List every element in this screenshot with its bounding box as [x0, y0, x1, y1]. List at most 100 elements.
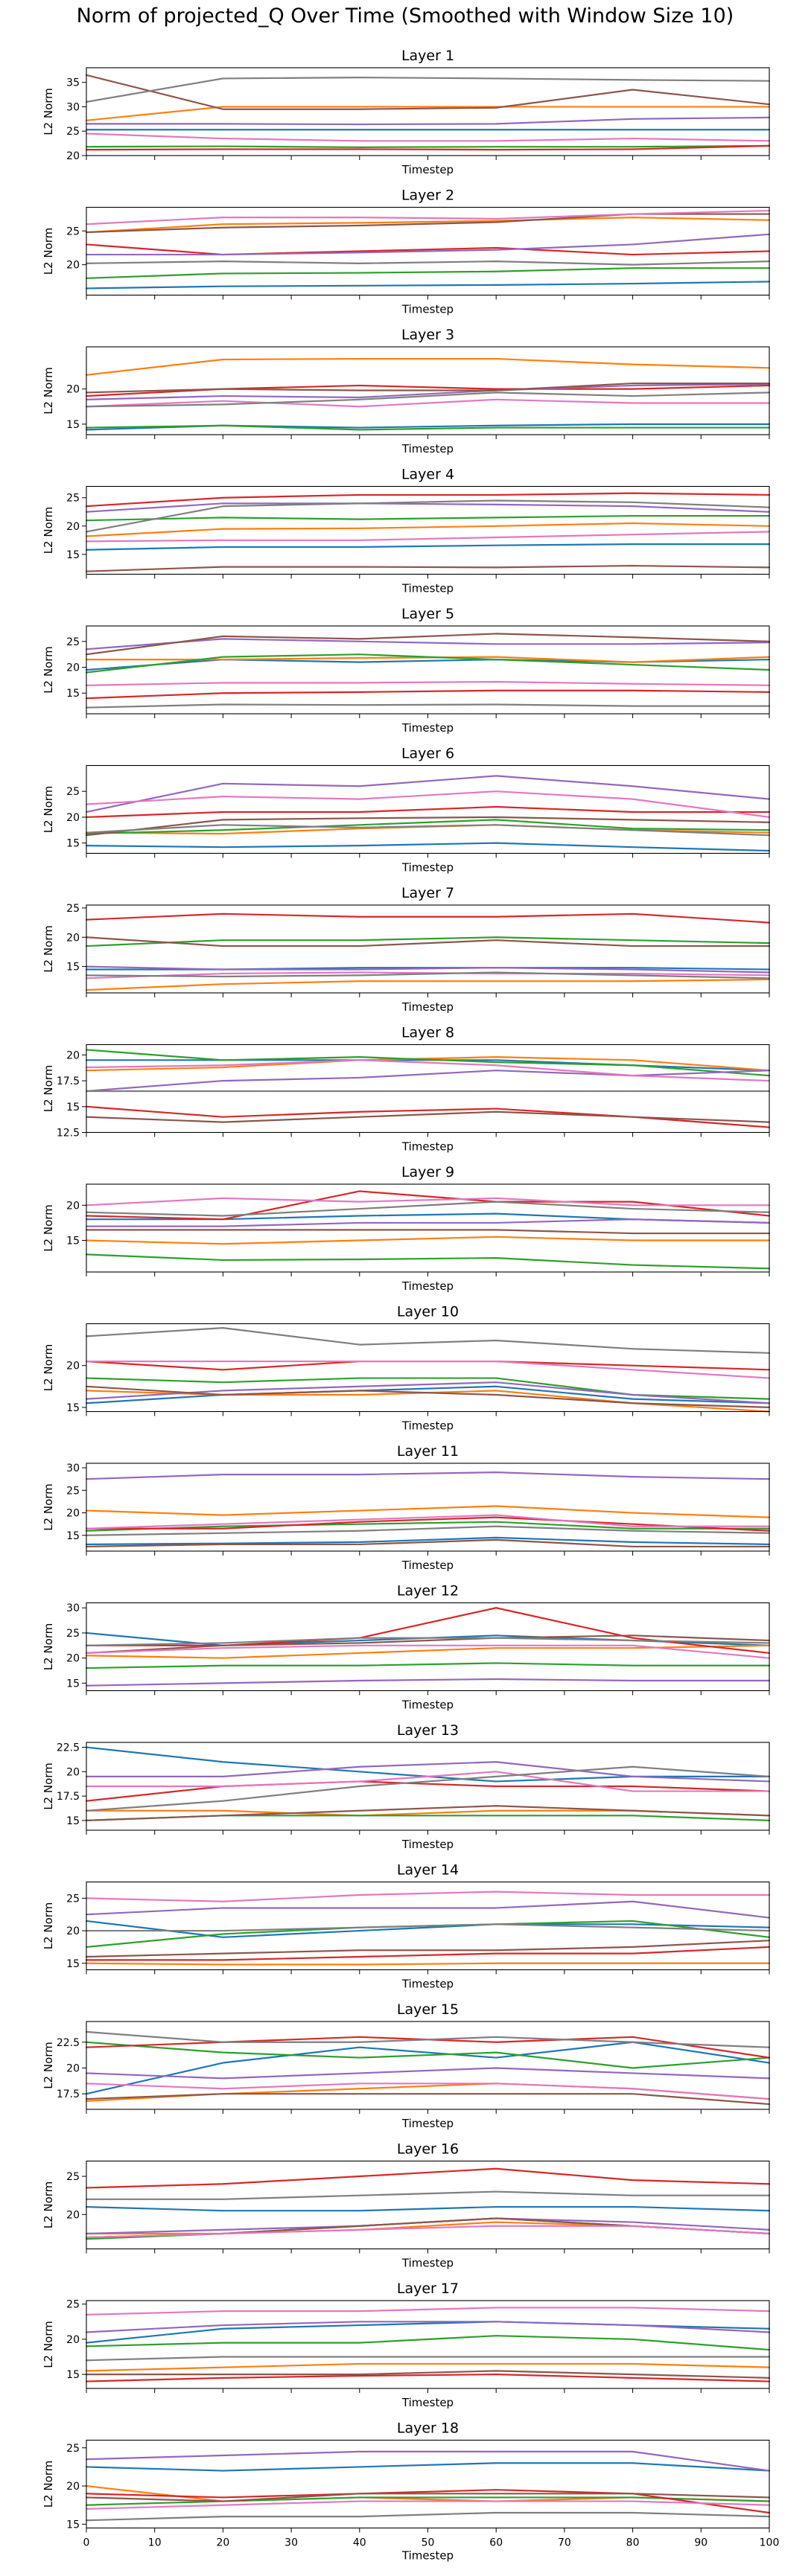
y-axis-label: L2 Norm	[42, 2321, 55, 2368]
y-tick-label: 20	[66, 812, 80, 824]
x-axis-label: Timestep	[401, 721, 454, 735]
y-tick-label: 20	[66, 2062, 80, 2074]
series-line-2	[85, 1056, 771, 1072]
x-tick-label: 90	[694, 2537, 707, 2549]
x-axis-label: Timestep	[401, 1279, 454, 1293]
y-axis-label: L2 Norm	[42, 786, 55, 834]
y-tick-label: 25	[66, 1485, 80, 1497]
series-line-7	[85, 209, 771, 226]
x-axis-label: Timestep	[401, 1419, 454, 1433]
series-line-5	[85, 1678, 771, 1687]
y-tick-label: 15	[66, 1958, 80, 1970]
series-line-8	[85, 2356, 771, 2362]
x-axis-label: Timestep	[401, 2396, 454, 2409]
x-tick-label: 100	[760, 2537, 780, 2549]
plot-frame	[86, 904, 770, 994]
series-line-5	[85, 1381, 771, 1404]
x-axis-label: Timestep	[401, 1698, 454, 1712]
y-tick-label: 15	[66, 2369, 80, 2381]
series-line-8	[85, 77, 771, 103]
panel-title: Layer 11	[397, 1443, 459, 1460]
series-line-5	[85, 638, 771, 651]
y-tick-label: 20	[66, 1925, 80, 1937]
y-tick-label: 25	[66, 226, 80, 237]
series-line-5	[85, 233, 771, 256]
y-tick-label: 20	[66, 384, 80, 396]
y-tick-label: 30	[66, 101, 80, 113]
series-line-6	[85, 2093, 771, 2106]
series-line-3	[85, 2496, 771, 2506]
series-line-4	[85, 1190, 771, 1221]
series-line-2	[85, 1505, 771, 1518]
series-line-7	[85, 971, 771, 979]
y-tick-label: 20	[66, 1200, 80, 1212]
x-tick-label: 30	[284, 2537, 298, 2549]
series-line-8	[85, 1765, 771, 1812]
panel-layer-7: Layer 7 15 20 25 Timestep L2 Norm	[42, 885, 771, 1014]
y-tick-label: 22.5	[57, 1742, 80, 1754]
series-line-6	[85, 74, 771, 110]
y-tick-label: 15	[66, 962, 80, 974]
series-line-2	[85, 106, 771, 121]
y-axis-label: L2 Norm	[42, 646, 55, 694]
x-axis-label: Timestep	[401, 1978, 454, 1991]
y-axis-label: L2 Norm	[42, 1902, 55, 1950]
series-line-4	[85, 144, 771, 151]
panel-title: Layer 5	[401, 606, 454, 622]
series-line-8	[85, 2190, 771, 2200]
panel-layer-11: Layer 11 15 20 25 30 Timestep L2 Norm	[42, 1443, 771, 1572]
x-axis-label: Timestep	[401, 1000, 454, 1014]
series-line-6	[85, 1229, 771, 1235]
series-line-5	[85, 383, 771, 400]
series-line-2	[85, 2362, 771, 2372]
y-axis-label: L2 Norm	[42, 925, 55, 973]
series-line-8	[85, 703, 771, 709]
panel-layer-8: Layer 8 12.5 15 17.5 20 Timestep L2 Norm	[42, 1025, 771, 1154]
series-line-7	[85, 1644, 771, 1659]
y-tick-label: 17.5	[57, 2088, 80, 2100]
series-line-7	[85, 1891, 771, 1902]
y-tick-label: 25	[66, 126, 80, 138]
panel-layer-5: Layer 5 15 20 25 Timestep L2 Norm	[42, 606, 771, 735]
series-line-7	[85, 790, 771, 819]
series-line-7	[85, 398, 771, 408]
panel-title: Layer 1	[401, 48, 454, 64]
y-tick-label: 20	[66, 1766, 80, 1778]
series-line-1	[85, 1920, 771, 1938]
series-line-2	[85, 2083, 771, 2102]
series-line-3	[85, 653, 771, 674]
y-tick-label: 20	[66, 1508, 80, 1520]
panel-title: Layer 10	[397, 1304, 459, 1320]
series-line-6	[85, 2370, 771, 2379]
y-tick-label: 35	[66, 77, 80, 89]
y-tick-label: 15	[66, 688, 80, 700]
series-line-3	[85, 819, 771, 835]
y-tick-label: 15	[66, 1815, 80, 1827]
series-line-2	[85, 522, 771, 537]
series-line-3	[85, 267, 771, 279]
series-line-4	[85, 1516, 771, 1532]
series-line-1	[85, 2205, 771, 2212]
y-tick-label: 20	[66, 2209, 80, 2221]
series-line-7	[85, 2307, 771, 2315]
series-line-7	[85, 680, 771, 686]
series-line-4	[85, 1105, 771, 1128]
series-line-4	[85, 1360, 771, 1371]
series-line-8	[85, 1525, 771, 1536]
x-tick-label: 60	[489, 2537, 503, 2549]
series-line-1	[85, 1385, 771, 1404]
series-line-3	[85, 144, 771, 148]
y-tick-label: 20	[66, 2334, 80, 2346]
panel-title: Layer 14	[397, 1862, 459, 1879]
y-tick-label: 20	[66, 932, 80, 944]
series-line-3	[85, 1253, 771, 1270]
panel-title: Layer 6	[401, 746, 454, 762]
panel-title: Layer 17	[397, 2281, 459, 2297]
y-tick-label: 15	[66, 1678, 80, 1690]
series-line-6	[85, 1940, 771, 1958]
x-axis-label: Timestep	[401, 1559, 454, 1572]
panel-layer-9: Layer 9 15 20 Timestep L2 Norm	[42, 1164, 771, 1293]
panel-layer-12: Layer 12 15 20 25 30 Timestep L2 Norm	[42, 1583, 771, 1712]
series-line-7	[85, 2500, 771, 2510]
series-line-8	[85, 2030, 771, 2048]
